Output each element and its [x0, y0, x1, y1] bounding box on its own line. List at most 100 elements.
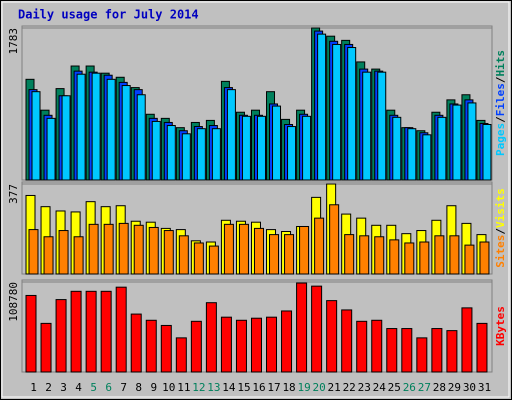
x-tick-label: 19 — [297, 381, 310, 394]
bar — [482, 124, 492, 181]
bar — [193, 242, 204, 275]
bar — [40, 322, 52, 373]
bar — [61, 95, 71, 181]
bar — [103, 223, 114, 275]
bar — [419, 241, 430, 275]
bar — [446, 330, 458, 373]
bar — [118, 222, 129, 275]
bar — [416, 337, 428, 373]
bar — [136, 94, 146, 181]
bar — [344, 234, 355, 275]
bar — [296, 282, 308, 373]
bar — [106, 78, 116, 181]
bar — [220, 316, 232, 373]
bar — [422, 134, 432, 181]
y-tick-label: 108780 — [7, 282, 20, 322]
bar — [359, 235, 370, 275]
bar — [431, 328, 443, 373]
legend-entry: Sites — [494, 235, 507, 268]
bar — [145, 319, 157, 373]
bar — [100, 290, 112, 373]
bar — [175, 337, 187, 373]
x-tick-label: 21 — [328, 381, 341, 394]
x-tick-label: 23 — [358, 381, 371, 394]
bar — [404, 242, 415, 275]
bar — [461, 307, 473, 373]
x-tick-label: 30 — [463, 381, 476, 394]
bar — [73, 236, 84, 275]
bar — [281, 310, 293, 373]
bar — [121, 85, 131, 181]
bar — [196, 128, 206, 181]
legend-entry: Files — [494, 83, 507, 116]
bar — [76, 73, 86, 181]
bar — [133, 224, 144, 275]
bar — [341, 309, 353, 373]
bar — [326, 300, 338, 373]
x-tick-label: 5 — [90, 381, 97, 394]
chart-title: Daily usage for July 2014 — [18, 8, 199, 22]
x-tick-label: 16 — [252, 381, 265, 394]
x-tick-label: 14 — [222, 381, 236, 394]
bar — [148, 226, 159, 275]
x-tick-label: 6 — [105, 381, 112, 394]
bar — [356, 320, 368, 373]
x-tick-label: 22 — [343, 381, 356, 394]
bar — [166, 125, 176, 181]
bar — [88, 223, 99, 275]
bar — [226, 89, 236, 181]
bar — [476, 322, 488, 373]
bar — [250, 317, 262, 373]
bar — [85, 290, 97, 373]
x-tick-label: 7 — [120, 381, 127, 394]
x-tick-label: 1 — [30, 381, 37, 394]
bar — [235, 319, 247, 373]
x-tick-label: 11 — [177, 381, 190, 394]
y-tick-label: 377 — [7, 184, 20, 204]
bar — [238, 223, 249, 275]
bar — [31, 91, 41, 181]
bar — [55, 299, 67, 373]
bar — [25, 294, 37, 373]
bar — [256, 115, 266, 181]
x-tick-label: 3 — [60, 381, 67, 394]
bar — [434, 235, 445, 275]
bar — [241, 115, 251, 181]
legend: Sites/Visits — [494, 188, 507, 268]
bar — [284, 234, 295, 275]
bar — [386, 328, 398, 373]
legend-separator: / — [494, 116, 507, 123]
bar — [130, 313, 142, 373]
bar — [437, 116, 447, 181]
bar — [208, 245, 219, 275]
bar — [211, 128, 221, 181]
bar — [479, 241, 490, 275]
bar — [332, 43, 342, 181]
legend-separator: / — [494, 228, 507, 235]
bar — [287, 126, 297, 181]
bar — [389, 239, 400, 275]
x-tick-label: 9 — [150, 381, 157, 394]
y-tick-label: 1783 — [7, 28, 20, 55]
x-tick-label: 20 — [313, 381, 326, 394]
x-tick-label: 8 — [135, 381, 142, 394]
legend: Pages/Files/Hits — [494, 50, 507, 156]
bar — [452, 104, 462, 181]
bar — [407, 128, 417, 181]
bar — [43, 236, 54, 275]
bar — [178, 235, 189, 275]
bar — [377, 71, 387, 181]
bar — [160, 324, 172, 373]
legend-separator: / — [494, 76, 507, 83]
bar — [467, 102, 477, 181]
x-tick-label: 24 — [373, 381, 387, 394]
bar — [464, 244, 475, 275]
bar — [272, 105, 282, 181]
bar — [190, 320, 202, 373]
x-tick-label: 18 — [282, 381, 295, 394]
bar — [58, 230, 69, 275]
bar — [374, 236, 385, 275]
x-tick-label: 25 — [388, 381, 401, 394]
legend-entry: Visits — [494, 188, 507, 228]
